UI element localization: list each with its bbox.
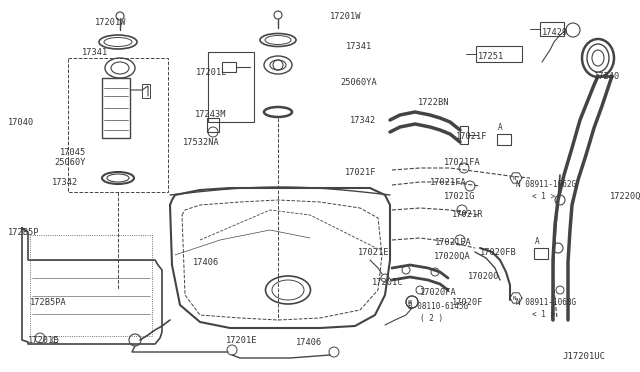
Text: 17021FA: 17021FA: [430, 178, 467, 187]
Text: 17243M: 17243M: [195, 110, 227, 119]
Text: 17021E: 17021E: [358, 248, 390, 257]
Bar: [460, 126, 468, 144]
Bar: [207, 118, 219, 132]
Text: 17020FB: 17020FB: [480, 248, 516, 257]
Text: < 1 >: < 1 >: [532, 310, 555, 319]
Text: 17021F: 17021F: [456, 132, 488, 141]
Bar: [534, 248, 548, 259]
Bar: [476, 46, 522, 62]
Text: 17201C: 17201C: [372, 278, 403, 287]
Circle shape: [555, 195, 565, 205]
Text: 17201L: 17201L: [196, 68, 227, 77]
Bar: [102, 78, 130, 138]
Text: 17020FA: 17020FA: [420, 288, 457, 297]
Circle shape: [455, 235, 465, 245]
Text: 17220Q: 17220Q: [610, 192, 640, 201]
Text: 17021FA: 17021FA: [444, 158, 481, 167]
Bar: [208, 52, 254, 122]
Text: 17201E: 17201E: [28, 336, 60, 345]
Bar: [68, 58, 168, 192]
Text: N: N: [513, 296, 516, 301]
Circle shape: [465, 181, 475, 191]
Circle shape: [457, 205, 467, 215]
Text: 17240: 17240: [594, 72, 620, 81]
Text: 17251: 17251: [478, 52, 504, 61]
Text: B: B: [407, 299, 411, 305]
Text: A: A: [498, 123, 502, 132]
Bar: [497, 134, 511, 145]
Text: 1722BN: 1722BN: [418, 98, 449, 107]
Text: 25060YA: 25060YA: [340, 78, 377, 87]
Text: 172B5P: 172B5P: [8, 228, 40, 237]
Bar: [222, 62, 236, 72]
Text: 17201W: 17201W: [95, 18, 127, 27]
Text: 17020QA: 17020QA: [434, 252, 471, 261]
Circle shape: [459, 163, 469, 173]
Text: B 08110-6145G: B 08110-6145G: [408, 302, 468, 311]
Text: 17532NA: 17532NA: [183, 138, 220, 147]
Text: J17201UC: J17201UC: [562, 352, 605, 361]
Text: 17021F: 17021F: [345, 168, 376, 177]
Text: 17342: 17342: [350, 116, 376, 125]
Text: 25060Y: 25060Y: [54, 158, 86, 167]
Bar: [142, 84, 150, 98]
Text: 17201E: 17201E: [226, 336, 257, 345]
Text: 17021FA: 17021FA: [435, 238, 472, 247]
Text: 17406: 17406: [193, 258, 220, 267]
Text: 17020F: 17020F: [452, 298, 483, 307]
Text: 17021G: 17021G: [444, 192, 476, 201]
Text: A: A: [535, 237, 540, 246]
Text: 17201W: 17201W: [330, 12, 362, 21]
Text: 17429: 17429: [542, 28, 568, 37]
Text: 17406: 17406: [296, 338, 323, 347]
Text: < 1 >: < 1 >: [532, 192, 555, 201]
Text: 170200: 170200: [468, 272, 499, 281]
Text: N 08911-106BG: N 08911-106BG: [516, 298, 576, 307]
Text: 17021R: 17021R: [452, 210, 483, 219]
Text: 17341: 17341: [346, 42, 372, 51]
Text: 172B5PA: 172B5PA: [30, 298, 67, 307]
Text: 17040: 17040: [8, 118, 35, 127]
Circle shape: [553, 243, 563, 253]
Text: 17342: 17342: [52, 178, 78, 187]
Text: 17341: 17341: [82, 48, 108, 57]
Text: N: N: [513, 176, 516, 181]
Bar: [540, 22, 564, 36]
Text: 17045: 17045: [60, 148, 86, 157]
Text: N 08911-1062G: N 08911-1062G: [516, 180, 576, 189]
Text: ( 2 ): ( 2 ): [420, 314, 443, 323]
